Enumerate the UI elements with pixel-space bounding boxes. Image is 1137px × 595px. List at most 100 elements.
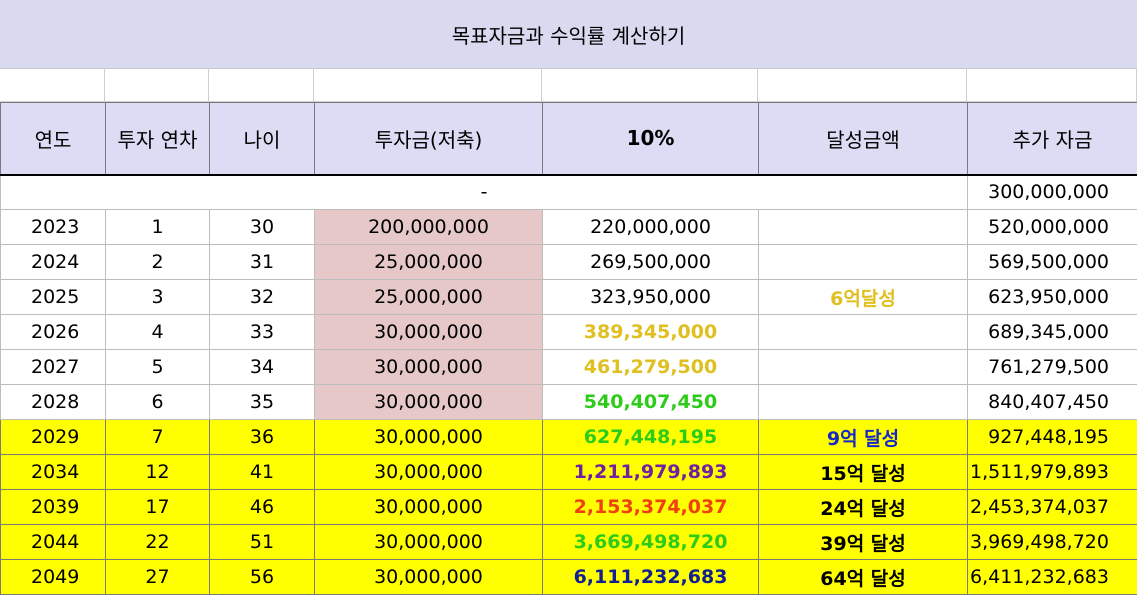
- extra-cell[interactable]: 761,279,500: [967, 349, 1137, 385]
- n-cell[interactable]: 22: [105, 524, 210, 560]
- year-cell[interactable]: 2039: [0, 489, 106, 525]
- table-row: 2049 27 56 30,000,000 6,111,232,683 64억 …: [0, 559, 1137, 595]
- header-investment[interactable]: 투자금(저축): [314, 102, 543, 176]
- header-age[interactable]: 나이: [209, 102, 315, 176]
- value-cell[interactable]: 323,950,000: [542, 279, 759, 315]
- extra-cell[interactable]: 1,511,979,893: [967, 454, 1137, 490]
- year-cell[interactable]: 2028: [0, 384, 106, 420]
- table-row: 2025 3 32 25,000,000 323,950,000 6억달성 62…: [0, 279, 1137, 315]
- extra-cell[interactable]: 927,448,195: [967, 419, 1137, 455]
- invest-cell[interactable]: 25,000,000: [314, 244, 543, 280]
- value-cell[interactable]: 3,669,498,720: [542, 524, 759, 560]
- n-cell[interactable]: 3: [105, 279, 210, 315]
- value-cell[interactable]: 389,345,000: [542, 314, 759, 350]
- invest-cell[interactable]: 30,000,000: [314, 489, 543, 525]
- invest-cell[interactable]: 200,000,000: [314, 209, 543, 245]
- age-cell[interactable]: 51: [209, 524, 315, 560]
- extra-cell[interactable]: 623,950,000: [967, 279, 1137, 315]
- age-cell[interactable]: 36: [209, 419, 315, 455]
- blank-row: [0, 68, 1137, 102]
- age-cell[interactable]: 33: [209, 314, 315, 350]
- extra-cell[interactable]: 689,345,000: [967, 314, 1137, 350]
- blank-cell[interactable]: [967, 68, 1137, 102]
- year-cell[interactable]: 2049: [0, 559, 106, 595]
- extra-cell[interactable]: 840,407,450: [967, 384, 1137, 420]
- goal-cell[interactable]: [758, 314, 968, 350]
- invest-cell[interactable]: 30,000,000: [314, 454, 543, 490]
- n-cell[interactable]: 4: [105, 314, 210, 350]
- n-cell[interactable]: 17: [105, 489, 210, 525]
- blank-cell[interactable]: [105, 68, 209, 102]
- year-cell[interactable]: 2029: [0, 419, 106, 455]
- year-cell[interactable]: 2026: [0, 314, 106, 350]
- invest-cell[interactable]: 30,000,000: [314, 524, 543, 560]
- header-investment-year[interactable]: 투자 연차: [105, 102, 210, 176]
- header-extra-funds[interactable]: 추가 자금: [967, 102, 1137, 176]
- invest-cell[interactable]: 30,000,000: [314, 384, 543, 420]
- goal-cell[interactable]: [758, 349, 968, 385]
- goal-cell[interactable]: 39억 달성: [758, 524, 968, 560]
- value-cell[interactable]: 6,111,232,683: [542, 559, 759, 595]
- year-cell[interactable]: 2034: [0, 454, 106, 490]
- initial-extra-cell[interactable]: 300,000,000: [967, 174, 1137, 210]
- table-row: 2028 6 35 30,000,000 540,407,450 840,407…: [0, 384, 1137, 420]
- age-cell[interactable]: 31: [209, 244, 315, 280]
- header-return-rate[interactable]: 10%: [542, 102, 759, 176]
- goal-cell[interactable]: [758, 244, 968, 280]
- goal-cell[interactable]: [758, 209, 968, 245]
- age-cell[interactable]: 41: [209, 454, 315, 490]
- n-cell[interactable]: 7: [105, 419, 210, 455]
- value-cell[interactable]: 540,407,450: [542, 384, 759, 420]
- value-cell[interactable]: 2,153,374,037: [542, 489, 759, 525]
- year-cell[interactable]: 2044: [0, 524, 106, 560]
- age-cell[interactable]: 56: [209, 559, 315, 595]
- year-cell[interactable]: 2024: [0, 244, 106, 280]
- goal-cell[interactable]: 15억 달성: [758, 454, 968, 490]
- invest-cell[interactable]: 25,000,000: [314, 279, 543, 315]
- investment-table: 연도 투자 연차 나이 투자금(저축) 10% 달성금액 추가 자금 - 300…: [0, 102, 1137, 595]
- n-cell[interactable]: 12: [105, 454, 210, 490]
- n-cell[interactable]: 1: [105, 209, 210, 245]
- extra-cell[interactable]: 569,500,000: [967, 244, 1137, 280]
- blank-cell[interactable]: [758, 68, 967, 102]
- extra-cell[interactable]: 2,453,374,037: [967, 489, 1137, 525]
- value-cell[interactable]: 1,211,979,893: [542, 454, 759, 490]
- initial-dash-cell[interactable]: -: [0, 174, 968, 210]
- n-cell[interactable]: 2: [105, 244, 210, 280]
- blank-cell[interactable]: [542, 68, 758, 102]
- extra-cell[interactable]: 6,411,232,683: [967, 559, 1137, 595]
- goal-cell[interactable]: 24억 달성: [758, 489, 968, 525]
- blank-cell[interactable]: [209, 68, 314, 102]
- invest-cell[interactable]: 30,000,000: [314, 419, 543, 455]
- extra-cell[interactable]: 520,000,000: [967, 209, 1137, 245]
- value-cell[interactable]: 627,448,195: [542, 419, 759, 455]
- value-cell[interactable]: 269,500,000: [542, 244, 759, 280]
- goal-cell[interactable]: 6억달성: [758, 279, 968, 315]
- year-cell[interactable]: 2027: [0, 349, 106, 385]
- extra-cell[interactable]: 3,969,498,720: [967, 524, 1137, 560]
- blank-cell[interactable]: [314, 68, 542, 102]
- sheet-title[interactable]: 목표자금과 수익률 계산하기: [0, 0, 1137, 69]
- header-goal[interactable]: 달성금액: [758, 102, 968, 176]
- invest-cell[interactable]: 30,000,000: [314, 314, 543, 350]
- age-cell[interactable]: 35: [209, 384, 315, 420]
- goal-cell[interactable]: [758, 384, 968, 420]
- header-year[interactable]: 연도: [0, 102, 106, 176]
- invest-cell[interactable]: 30,000,000: [314, 559, 543, 595]
- goal-cell[interactable]: 64억 달성: [758, 559, 968, 595]
- n-cell[interactable]: 5: [105, 349, 210, 385]
- goal-cell[interactable]: 9억 달성: [758, 419, 968, 455]
- year-cell[interactable]: 2025: [0, 279, 106, 315]
- year-cell[interactable]: 2023: [0, 209, 106, 245]
- value-cell[interactable]: 220,000,000: [542, 209, 759, 245]
- age-cell[interactable]: 32: [209, 279, 315, 315]
- age-cell[interactable]: 30: [209, 209, 315, 245]
- invest-cell[interactable]: 30,000,000: [314, 349, 543, 385]
- n-cell[interactable]: 27: [105, 559, 210, 595]
- value-cell[interactable]: 461,279,500: [542, 349, 759, 385]
- n-cell[interactable]: 6: [105, 384, 210, 420]
- blank-cell[interactable]: [0, 68, 105, 102]
- age-cell[interactable]: 34: [209, 349, 315, 385]
- age-cell[interactable]: 46: [209, 489, 315, 525]
